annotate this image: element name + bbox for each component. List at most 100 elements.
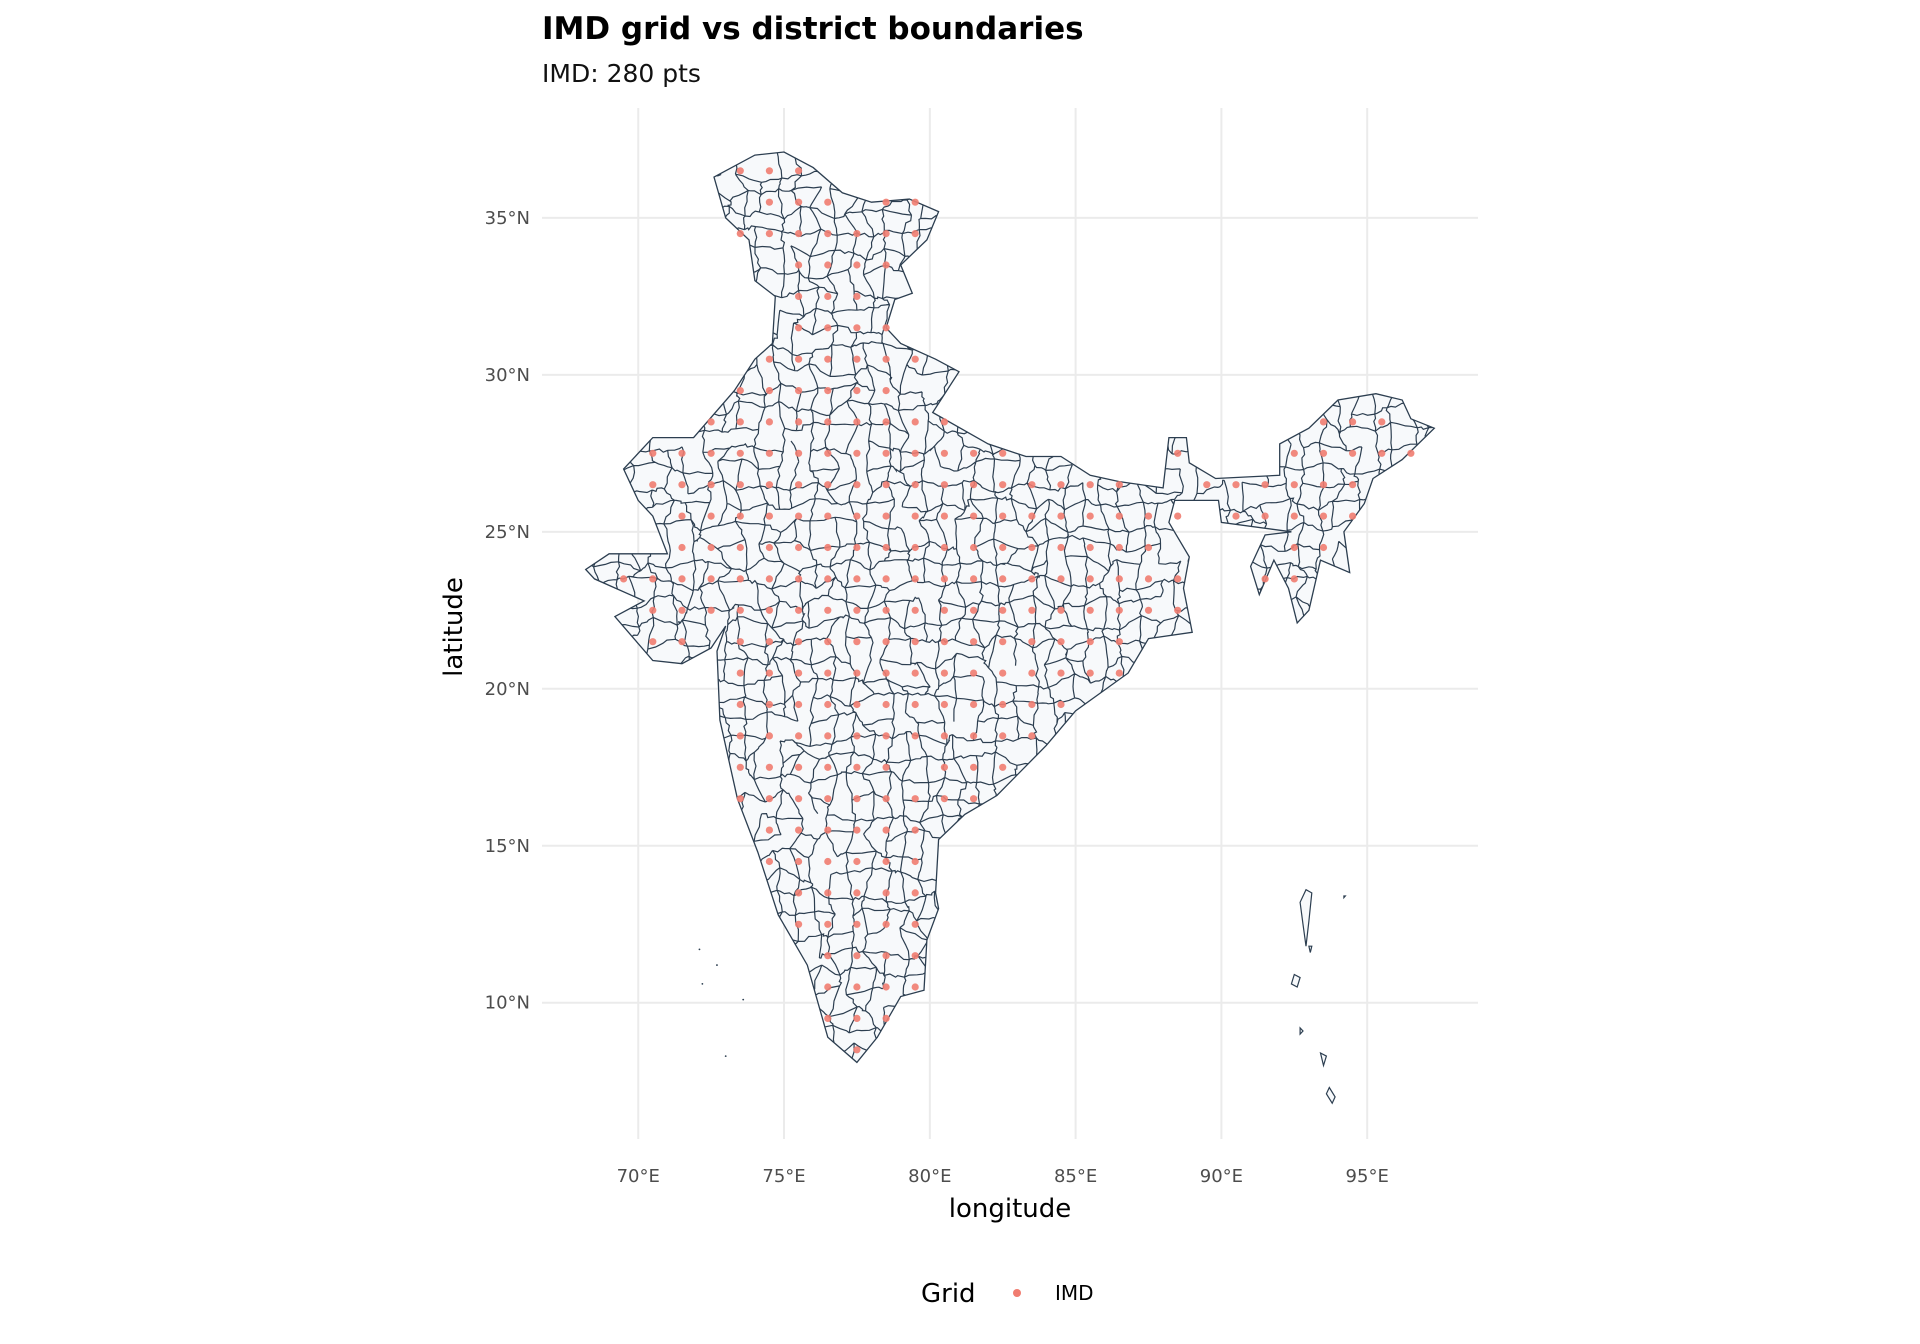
imd-point [911, 669, 919, 677]
imd-point [765, 198, 774, 206]
imd-point [620, 575, 628, 583]
imd-point [1232, 481, 1240, 489]
chart-title: IMD grid vs district boundaries [542, 11, 1084, 47]
imd-point [736, 418, 744, 426]
island-outline [1308, 945, 1313, 953]
imd-point [795, 449, 803, 457]
imd-point [853, 261, 861, 269]
imd-point [795, 763, 803, 771]
imd-point [1057, 638, 1065, 646]
imd-point [1086, 606, 1094, 614]
imd-point [736, 512, 744, 520]
imd-point [853, 543, 861, 552]
imd-point [824, 763, 832, 771]
imd-point [911, 983, 919, 991]
imd-point [882, 889, 890, 897]
island-speck [724, 1055, 727, 1058]
imd-point [736, 638, 744, 646]
imd-point [940, 575, 949, 583]
imd-point [999, 543, 1007, 552]
imd-point [1349, 512, 1357, 520]
legend-title: Grid [921, 1279, 976, 1309]
imd-point [882, 418, 890, 426]
imd-point [765, 638, 774, 646]
imd-point [999, 481, 1007, 489]
imd-point [1144, 575, 1153, 583]
imd-point [853, 795, 861, 803]
imd-point [999, 575, 1007, 583]
imd-point [853, 700, 861, 709]
imd-point [795, 324, 803, 332]
imd-point [999, 669, 1007, 677]
imd-point [795, 920, 803, 928]
imd-point [882, 543, 890, 552]
island-outline [1299, 1026, 1304, 1036]
imd-point [1115, 481, 1123, 489]
imd-point [765, 387, 774, 395]
imd-point [999, 606, 1007, 614]
imd-point [795, 230, 803, 238]
imd-point [1174, 512, 1182, 520]
imd-point [824, 543, 832, 552]
imd-point [1028, 700, 1036, 709]
imd-point [970, 606, 978, 614]
imd-point [882, 857, 890, 866]
imd-point [940, 512, 949, 520]
imd-point [1174, 449, 1182, 457]
imd-point [882, 355, 890, 363]
y-axis-title: latitude [439, 577, 469, 677]
imd-point [1115, 638, 1123, 646]
imd-point [911, 355, 919, 363]
imd-point [911, 575, 919, 583]
imd-point [1349, 418, 1357, 426]
imd-point [795, 575, 803, 583]
imd-point [940, 700, 949, 709]
imd-point [1057, 575, 1065, 583]
imd-point [736, 481, 744, 489]
imd-point [795, 355, 803, 363]
imd-point [824, 889, 832, 897]
imd-point [970, 700, 978, 709]
imd-point [1407, 449, 1415, 457]
imd-point [853, 952, 861, 960]
imd-point [853, 857, 861, 866]
imd-point [853, 292, 861, 300]
imd-point [970, 481, 978, 489]
imd-point [795, 638, 803, 646]
imd-point [882, 261, 890, 269]
imd-point [970, 795, 978, 803]
imd-point [1028, 638, 1036, 646]
imd-point [1057, 700, 1065, 709]
imd-point [736, 230, 744, 238]
imd-point [911, 732, 919, 740]
imd-point [1261, 512, 1269, 520]
imd-point [1174, 606, 1182, 614]
imd-point [649, 449, 657, 457]
imd-point [824, 512, 832, 520]
imd-point [824, 261, 832, 269]
imd-point [999, 700, 1007, 709]
imd-point [911, 449, 919, 457]
imd-point [999, 763, 1007, 771]
imd-point [1086, 512, 1094, 520]
y-tick-label: 10°N [485, 993, 530, 1014]
imd-point [795, 857, 803, 866]
imd-point [649, 606, 657, 614]
x-tick-label: 90°E [1200, 1166, 1243, 1187]
imd-point [940, 606, 949, 614]
imd-point [853, 1014, 861, 1023]
imd-point [824, 230, 832, 238]
imd-point [853, 669, 861, 677]
imd-point [678, 575, 686, 583]
imd-point [1057, 512, 1065, 520]
imd-point [940, 449, 949, 457]
imd-point [911, 826, 919, 834]
imd-point [765, 606, 774, 614]
imd-point [970, 512, 978, 520]
imd-point [1028, 543, 1036, 552]
imd-point [970, 669, 978, 677]
imd-point [736, 449, 744, 457]
imd-point [1290, 512, 1298, 520]
imd-point [824, 481, 832, 489]
